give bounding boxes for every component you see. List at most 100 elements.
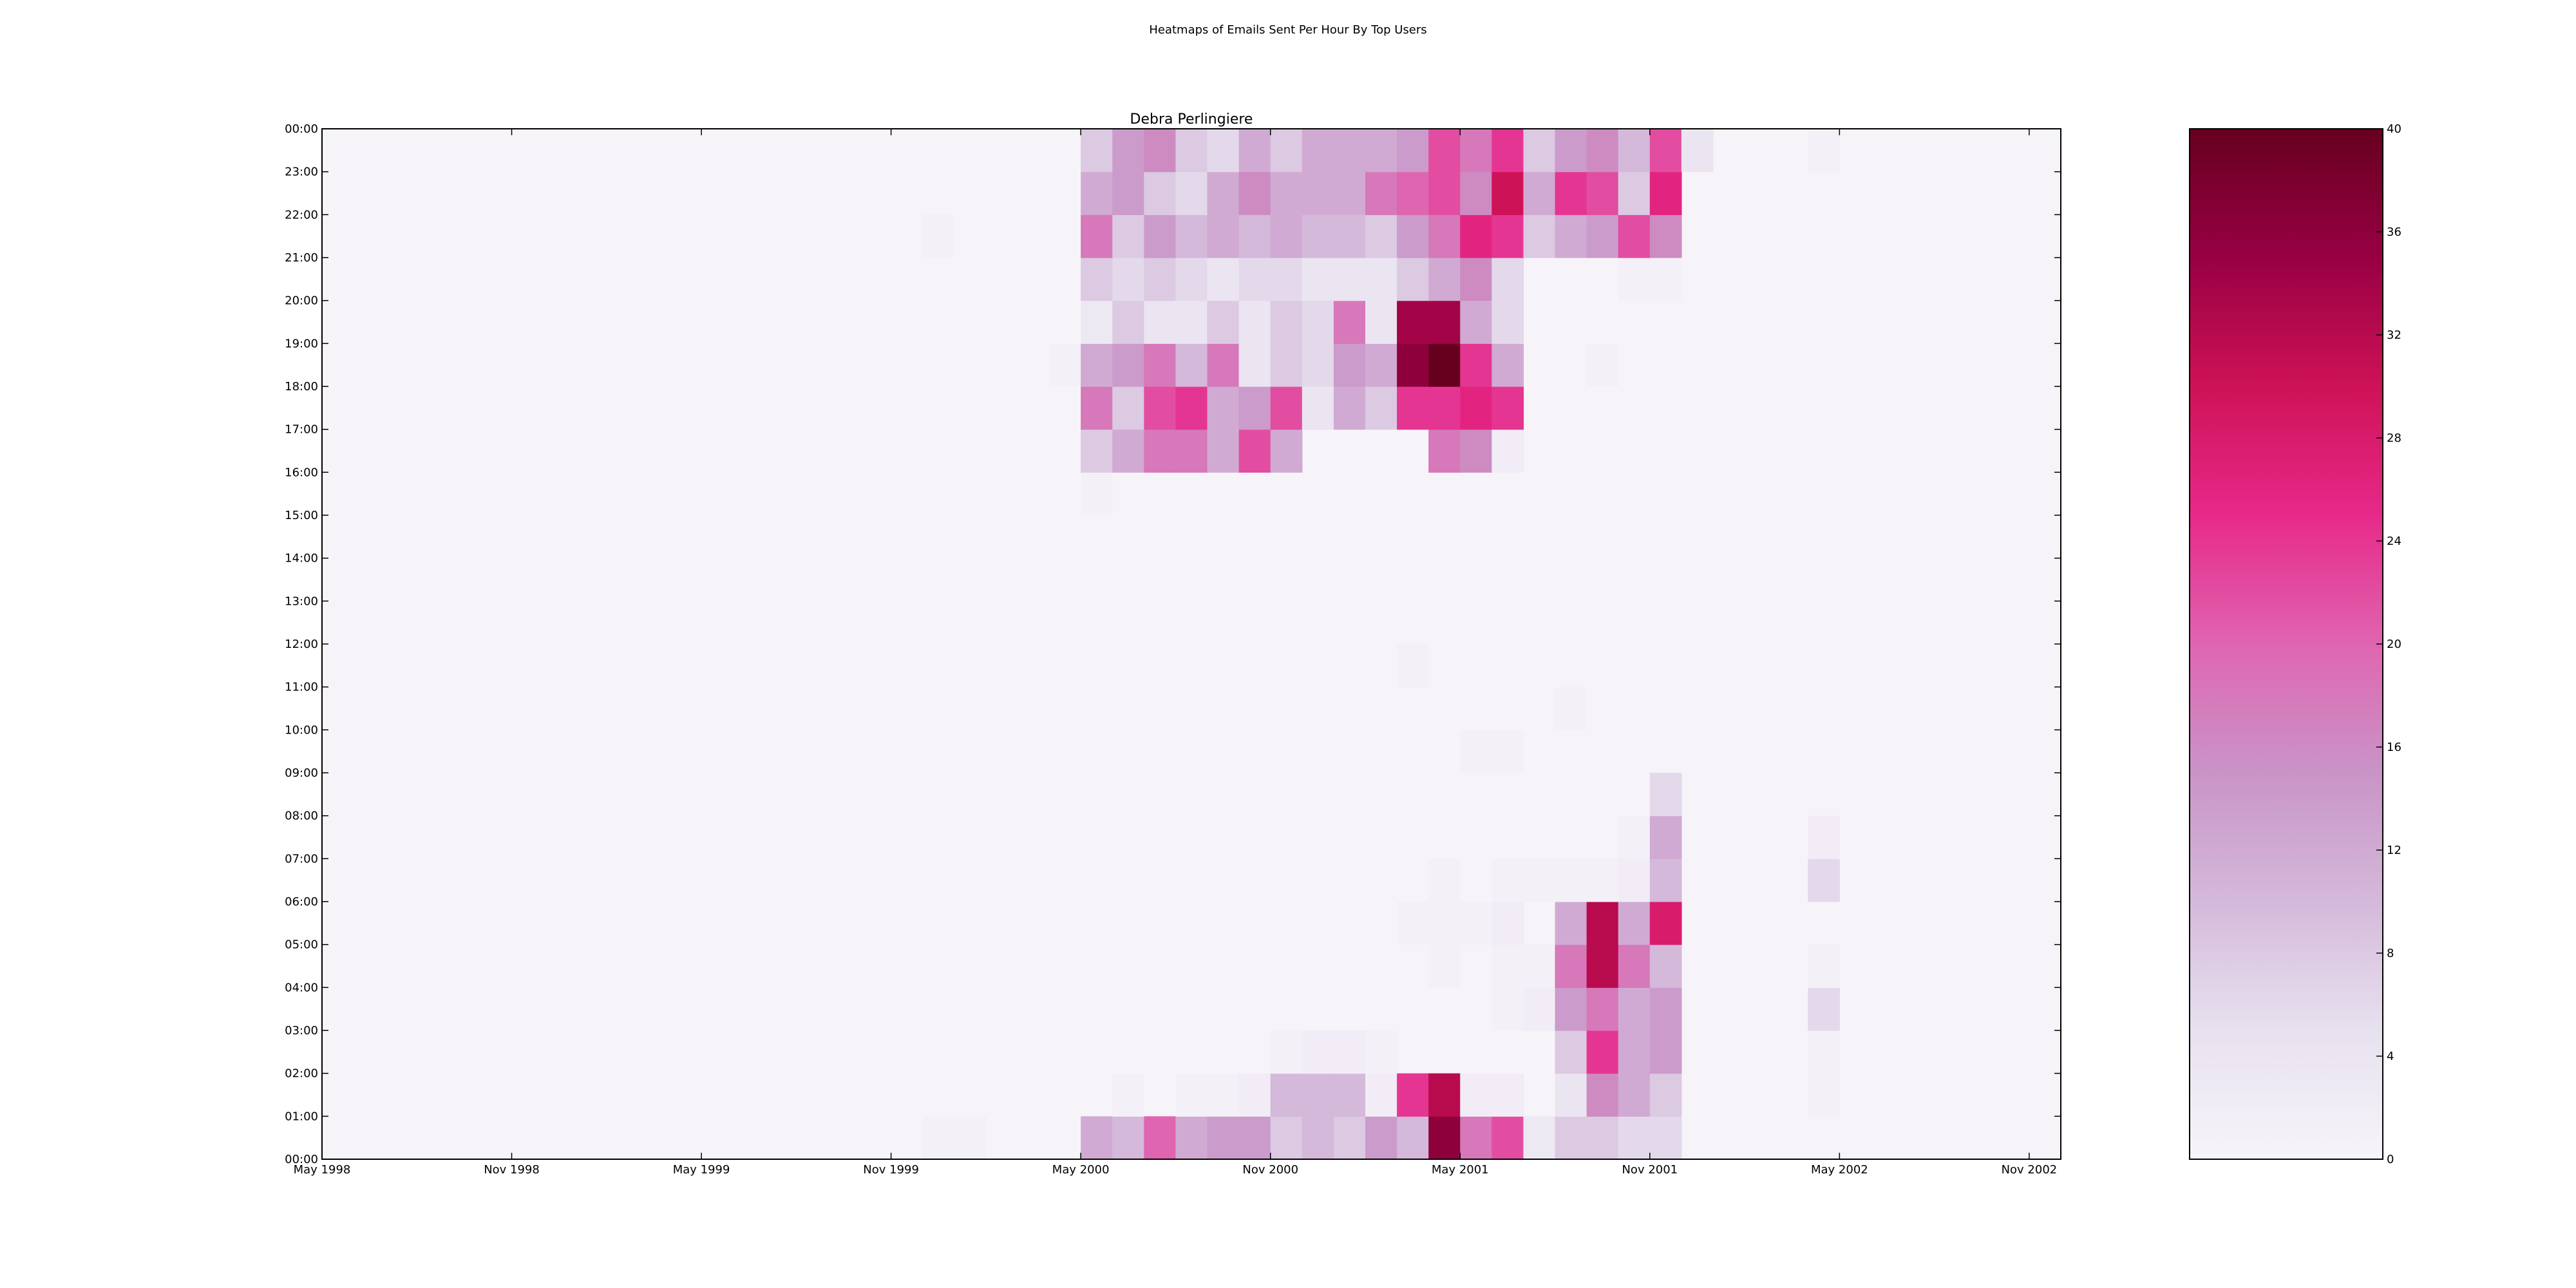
heatmap-cell (1523, 1116, 1556, 1160)
heatmap-cell (1428, 858, 1461, 902)
heatmap-cell (1808, 815, 1840, 859)
heatmap-cell (1460, 1073, 1492, 1117)
heatmap-cell (1555, 987, 1587, 1031)
heatmap-cell (1112, 214, 1144, 258)
heatmap-cell (1112, 343, 1144, 387)
heatmap-cell (1523, 944, 1556, 988)
heatmap-cell (1270, 214, 1303, 258)
x-tick-label: May 2000 (1052, 1163, 1110, 1177)
heatmap-cell (1555, 129, 1587, 173)
y-tick-label: 04:00 (285, 981, 318, 994)
heatmap-cell (1397, 171, 1429, 215)
heatmap-cell (1333, 214, 1366, 258)
heatmap-cell (1333, 343, 1366, 387)
x-axis: May 1998 Nov 1998 May 1999 Nov 1999 May 2000… (294, 129, 2057, 1177)
heatmap-cell (1492, 258, 1524, 301)
colorbar-tick-label: 36 (2387, 225, 2401, 239)
y-tick-label: 20:00 (285, 294, 318, 308)
heatmap-cell (1492, 1073, 1524, 1117)
heatmap-cell (1238, 343, 1271, 387)
colorbar-ticks: 0 4 8 12 16 20 24 28 32 36 40 (2376, 122, 2401, 1166)
heatmap-cell (1397, 214, 1429, 258)
heatmap-cell (1270, 1073, 1303, 1117)
heatmap-cell (1586, 171, 1619, 215)
y-tick-label: 00:00 (285, 122, 318, 136)
heatmap-cell (1555, 687, 1587, 730)
heatmap-cell (1175, 171, 1208, 215)
heatmap-cell (1649, 1116, 1682, 1160)
heatmap-cell (1270, 429, 1303, 473)
heatmap-cell (1333, 1116, 1366, 1160)
heatmap-title: Debra Perlingiere (1130, 111, 1253, 128)
heatmap-cell (1618, 944, 1651, 988)
colorbar-tick-label: 8 (2387, 947, 2394, 960)
heatmap-cell (1492, 171, 1524, 215)
heatmap-cell (1207, 214, 1240, 258)
colorbar-tick-label: 12 (2387, 844, 2401, 857)
heatmap-cell (1112, 171, 1144, 215)
heatmap-cell (1428, 944, 1461, 988)
heatmap-cell (1365, 1073, 1397, 1117)
heatmap-cell (1649, 858, 1682, 902)
colorbar-tick-label: 4 (2387, 1050, 2394, 1063)
heatmap-cell (1808, 944, 1840, 988)
heatmap-cell (1207, 429, 1240, 473)
heatmap-cell (1081, 429, 1113, 473)
heatmap-cell (1365, 386, 1397, 430)
heatmap-cell (1270, 258, 1303, 301)
heatmap-cell (1207, 1073, 1240, 1117)
heatmap-cell (1618, 171, 1651, 215)
colorbar-tick-label: 16 (2387, 741, 2401, 754)
colorbar-tick-label: 0 (2387, 1153, 2394, 1166)
x-tick-label: May 1999 (673, 1163, 730, 1177)
heatmap-cell (1618, 258, 1651, 301)
colorbar-tick-label: 32 (2387, 328, 2401, 342)
heatmap-cell (1144, 429, 1177, 473)
heatmap-cell (1460, 1116, 1492, 1160)
heatmap-cell (1144, 343, 1177, 387)
heatmap-cell (1270, 1030, 1303, 1074)
heatmap-cell (1397, 129, 1429, 173)
heatmap-cell (1397, 386, 1429, 430)
heatmap-cell (1112, 1116, 1144, 1160)
heatmap-cell (1302, 386, 1334, 430)
heatmap-cell (954, 1116, 987, 1160)
heatmap-cell (1428, 429, 1461, 473)
heatmap-cell (1555, 1073, 1587, 1117)
y-tick-label: 06:00 (285, 895, 318, 909)
y-tick-label: 02:00 (285, 1067, 318, 1081)
y-tick-label: 17:00 (285, 423, 318, 437)
heatmap-cell (1523, 129, 1556, 173)
heatmap-cell (1586, 214, 1619, 258)
heatmap-cell (1808, 858, 1840, 902)
heatmap-cell (1112, 1073, 1144, 1117)
heatmap-cell (1649, 258, 1682, 301)
heatmap-cell (1112, 386, 1144, 430)
heatmap-cell (1112, 429, 1144, 473)
heatmap-cell (1238, 1116, 1271, 1160)
heatmap-cell (1460, 171, 1492, 215)
heatmap-cell (1649, 987, 1682, 1031)
heatmap-cell (1492, 300, 1524, 344)
heatmap-cell (1207, 1116, 1240, 1160)
x-tick-label: Nov 1999 (863, 1163, 919, 1177)
heatmap-cell (1270, 171, 1303, 215)
heatmap-cell (1238, 429, 1271, 473)
y-tick-label: 23:00 (285, 166, 318, 179)
heatmap-cell (1081, 386, 1113, 430)
heatmap-cell (1207, 171, 1240, 215)
heatmap-cell (1081, 129, 1113, 173)
heatmap-cell (1492, 1116, 1524, 1160)
heatmap-cell (1428, 1116, 1461, 1160)
heatmap-cell (1144, 386, 1177, 430)
heatmap-cell (1049, 343, 1081, 387)
heatmap-cell (1523, 987, 1556, 1031)
heatmap-cell (1365, 300, 1397, 344)
heatmap-cell (1618, 902, 1651, 945)
heatmap-cell (1175, 300, 1208, 344)
heatmap-cell (922, 214, 955, 258)
heatmap-cell (1649, 1073, 1682, 1117)
heatmap-cell (1333, 1030, 1366, 1074)
heatmap-cell (1333, 386, 1366, 430)
